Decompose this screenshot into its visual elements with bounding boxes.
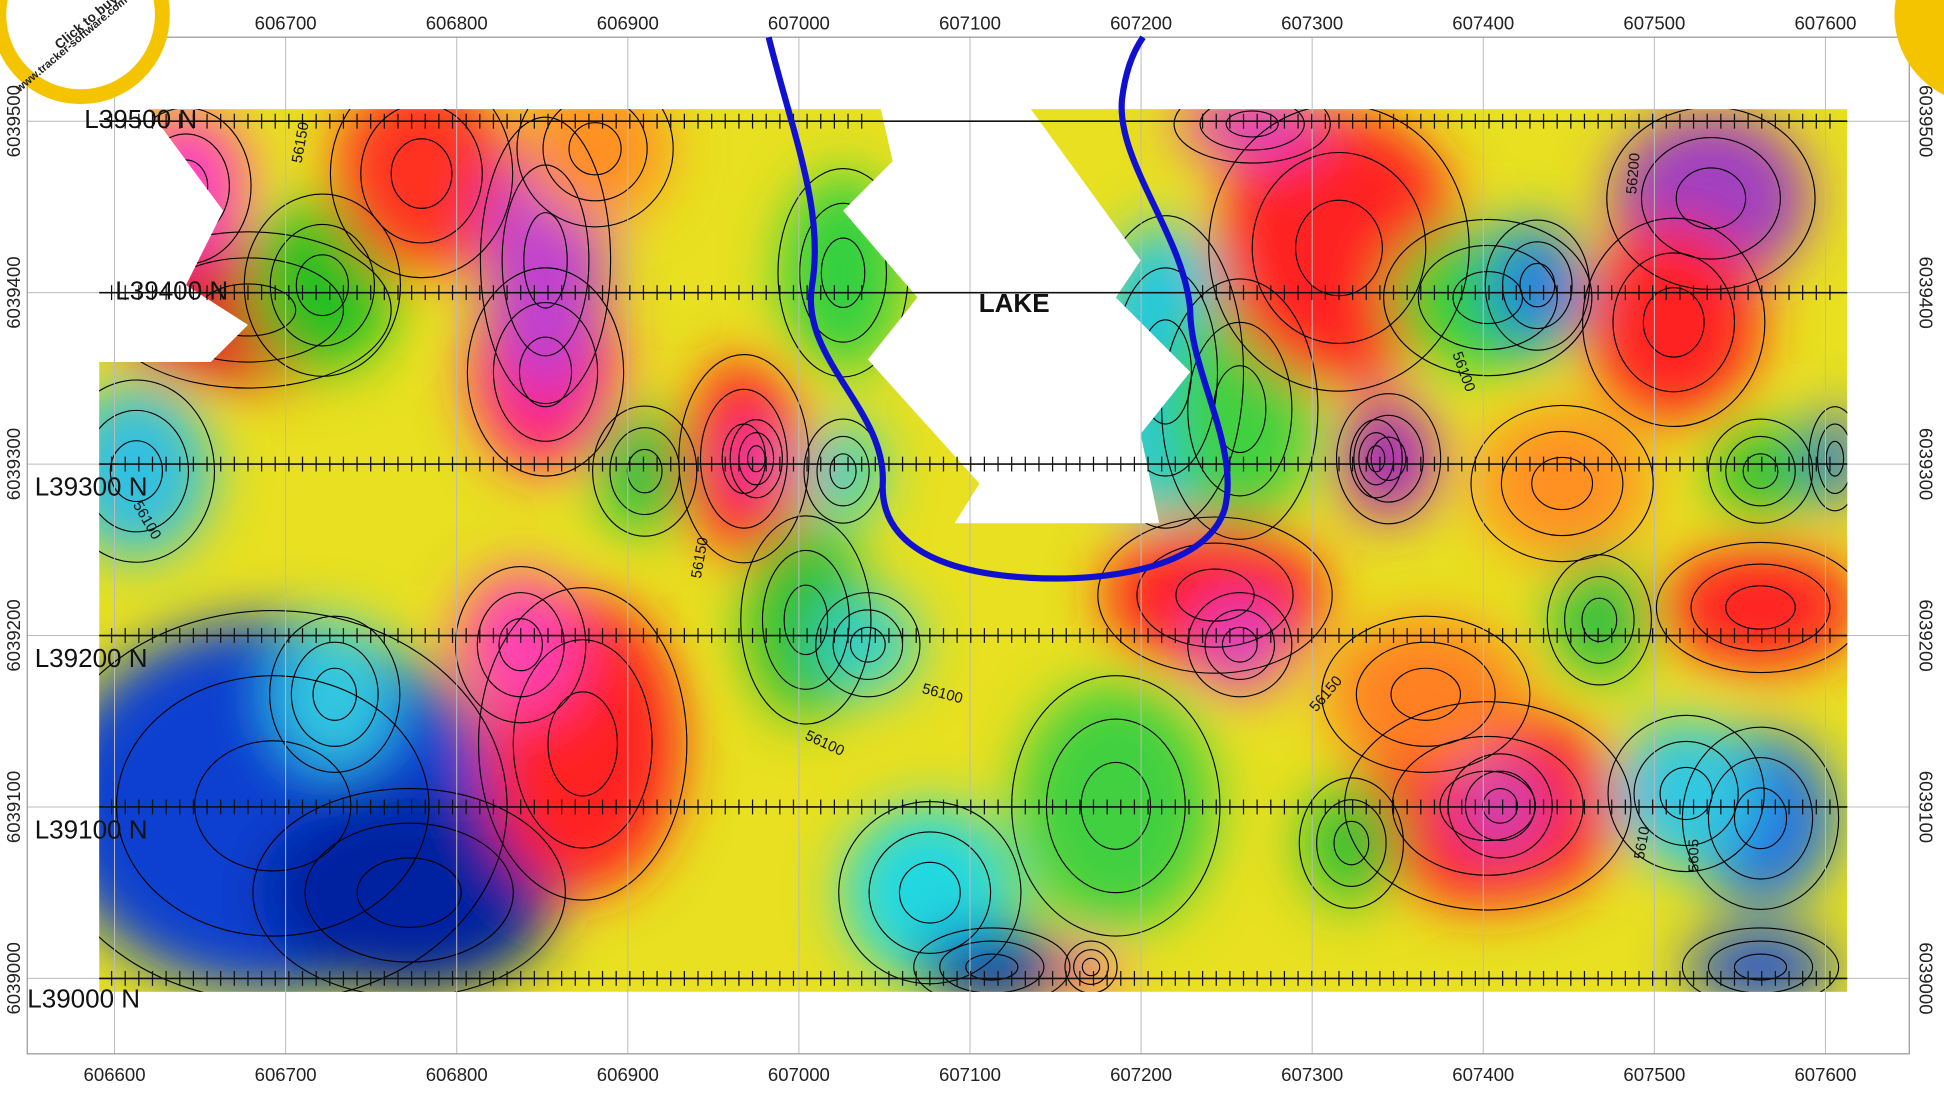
x-tick-label-bottom: 607600 — [1794, 1064, 1856, 1085]
y-tick-label-left: 6039200 — [3, 599, 24, 671]
x-tick-label-top: 607300 — [1281, 13, 1343, 34]
x-tick-label-bottom: 606900 — [597, 1064, 659, 1085]
x-tick-label-bottom: 607100 — [939, 1064, 1001, 1085]
y-tick-label-right: 6039000 — [1915, 942, 1936, 1014]
x-tick-label-bottom: 607400 — [1452, 1064, 1514, 1085]
lake-label: LAKE — [979, 288, 1050, 318]
line-label: L39000 N — [27, 984, 140, 1014]
line-label: L39400 N — [115, 276, 228, 306]
x-tick-label-bottom: 607300 — [1281, 1064, 1343, 1085]
x-tick-label-bottom: 607200 — [1110, 1064, 1172, 1085]
y-tick-label-right: 6039300 — [1915, 428, 1936, 500]
x-tick-label-top: 606800 — [426, 13, 488, 34]
y-tick-label-right: 6039100 — [1915, 771, 1936, 843]
y-tick-label-right: 6039500 — [1915, 85, 1936, 157]
contour-label: 5605 — [1687, 839, 1703, 872]
x-tick-label-top: 607500 — [1623, 13, 1685, 34]
line-label: L39300 N — [35, 472, 148, 502]
y-tick-label-left: 6039300 — [3, 428, 24, 500]
x-tick-label-top: 607600 — [1794, 13, 1856, 34]
x-tick-label-top: 607000 — [768, 13, 830, 34]
y-tick-label-right: 6039400 — [1915, 256, 1936, 328]
y-tick-label-left: 6039100 — [3, 771, 24, 843]
survey-map: LAKE 60660060660060670060670060680060680… — [0, 0, 1944, 1094]
x-tick-label-top: 606900 — [597, 13, 659, 34]
x-tick-label-bottom: 607500 — [1623, 1064, 1685, 1085]
x-tick-label-bottom: 606800 — [426, 1064, 488, 1085]
x-tick-label-top: 606700 — [255, 13, 317, 34]
y-tick-label-left: 6039000 — [3, 942, 24, 1014]
x-tick-label-bottom: 606700 — [255, 1064, 317, 1085]
x-tick-label-bottom: 606600 — [84, 1064, 146, 1085]
y-tick-label-left: 6039400 — [3, 256, 24, 328]
x-tick-label-top: 607200 — [1110, 13, 1172, 34]
line-label: L39500 N — [84, 104, 197, 134]
line-label: L39200 N — [35, 643, 148, 673]
x-tick-label-top: 607400 — [1452, 13, 1514, 34]
line-label: L39100 N — [35, 815, 148, 845]
x-tick-label-bottom: 607000 — [768, 1064, 830, 1085]
x-tick-label-top: 607100 — [939, 13, 1001, 34]
y-tick-label-left: 6039500 — [3, 85, 24, 157]
y-tick-label-right: 6039200 — [1915, 599, 1936, 671]
